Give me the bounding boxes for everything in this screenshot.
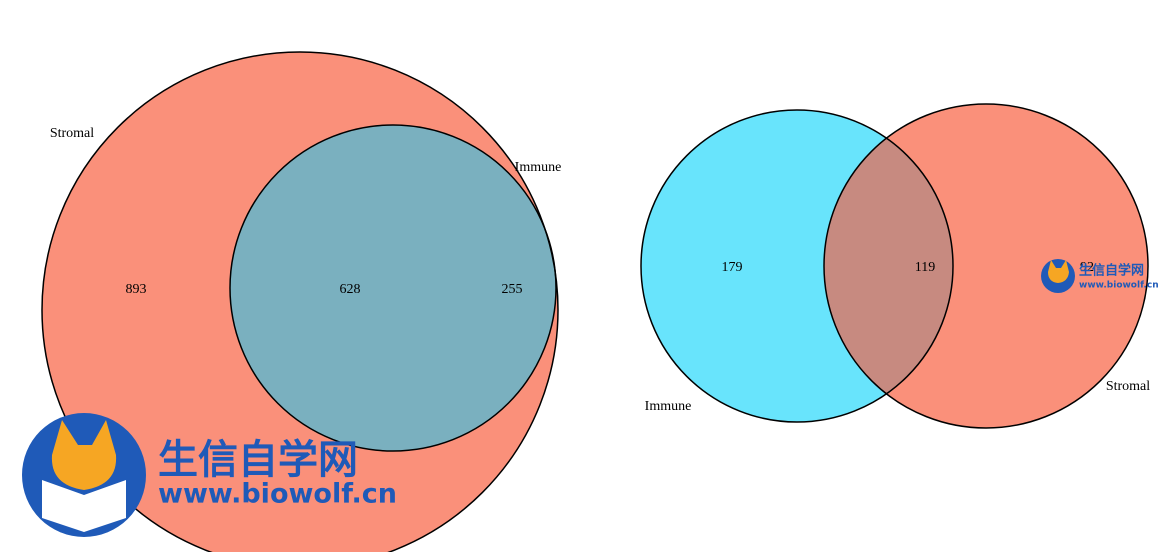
- set-outline: [823, 103, 1149, 429]
- region-count: 92: [1080, 260, 1094, 275]
- region-count: 255: [502, 282, 523, 297]
- venn-diagram: Immune Stromal 179 119 92: [640, 103, 1150, 429]
- set-label: Stromal: [1106, 379, 1150, 394]
- watermark: 生信自学网 www.biowolf.cn 生信自学网 www.biowolf.c…: [22, 259, 1159, 537]
- set-outline: [41, 51, 559, 552]
- set-label: Stromal: [50, 126, 94, 141]
- logo-fox-small: [1048, 260, 1069, 283]
- plots: Stromal Immune 893 628 255 Immune Stromal 179 11…: [41, 51, 1150, 552]
- region-count: 179: [722, 260, 743, 275]
- watermark-title: 生信自学网: [158, 437, 358, 483]
- set-label: Immune: [515, 160, 562, 175]
- set-label: Immune: [645, 399, 692, 414]
- watermark-url-small: www.biowolf.cn: [1079, 281, 1159, 291]
- overlap-region: [824, 110, 953, 422]
- set-outline: [640, 109, 954, 423]
- region-count: 119: [915, 260, 935, 275]
- logo-fox: [51, 420, 117, 490]
- venn-diagram: Stromal Immune 893 628 255: [41, 51, 562, 552]
- region-count: 628: [340, 282, 361, 297]
- region-count: 893: [126, 282, 147, 297]
- watermark-title-small: 生信自学网: [1079, 263, 1144, 279]
- logo-book: [42, 480, 126, 532]
- set-outline: [229, 124, 557, 452]
- watermark-url: www.biowolf.cn: [158, 479, 397, 510]
- overlap-region: [230, 125, 556, 451]
